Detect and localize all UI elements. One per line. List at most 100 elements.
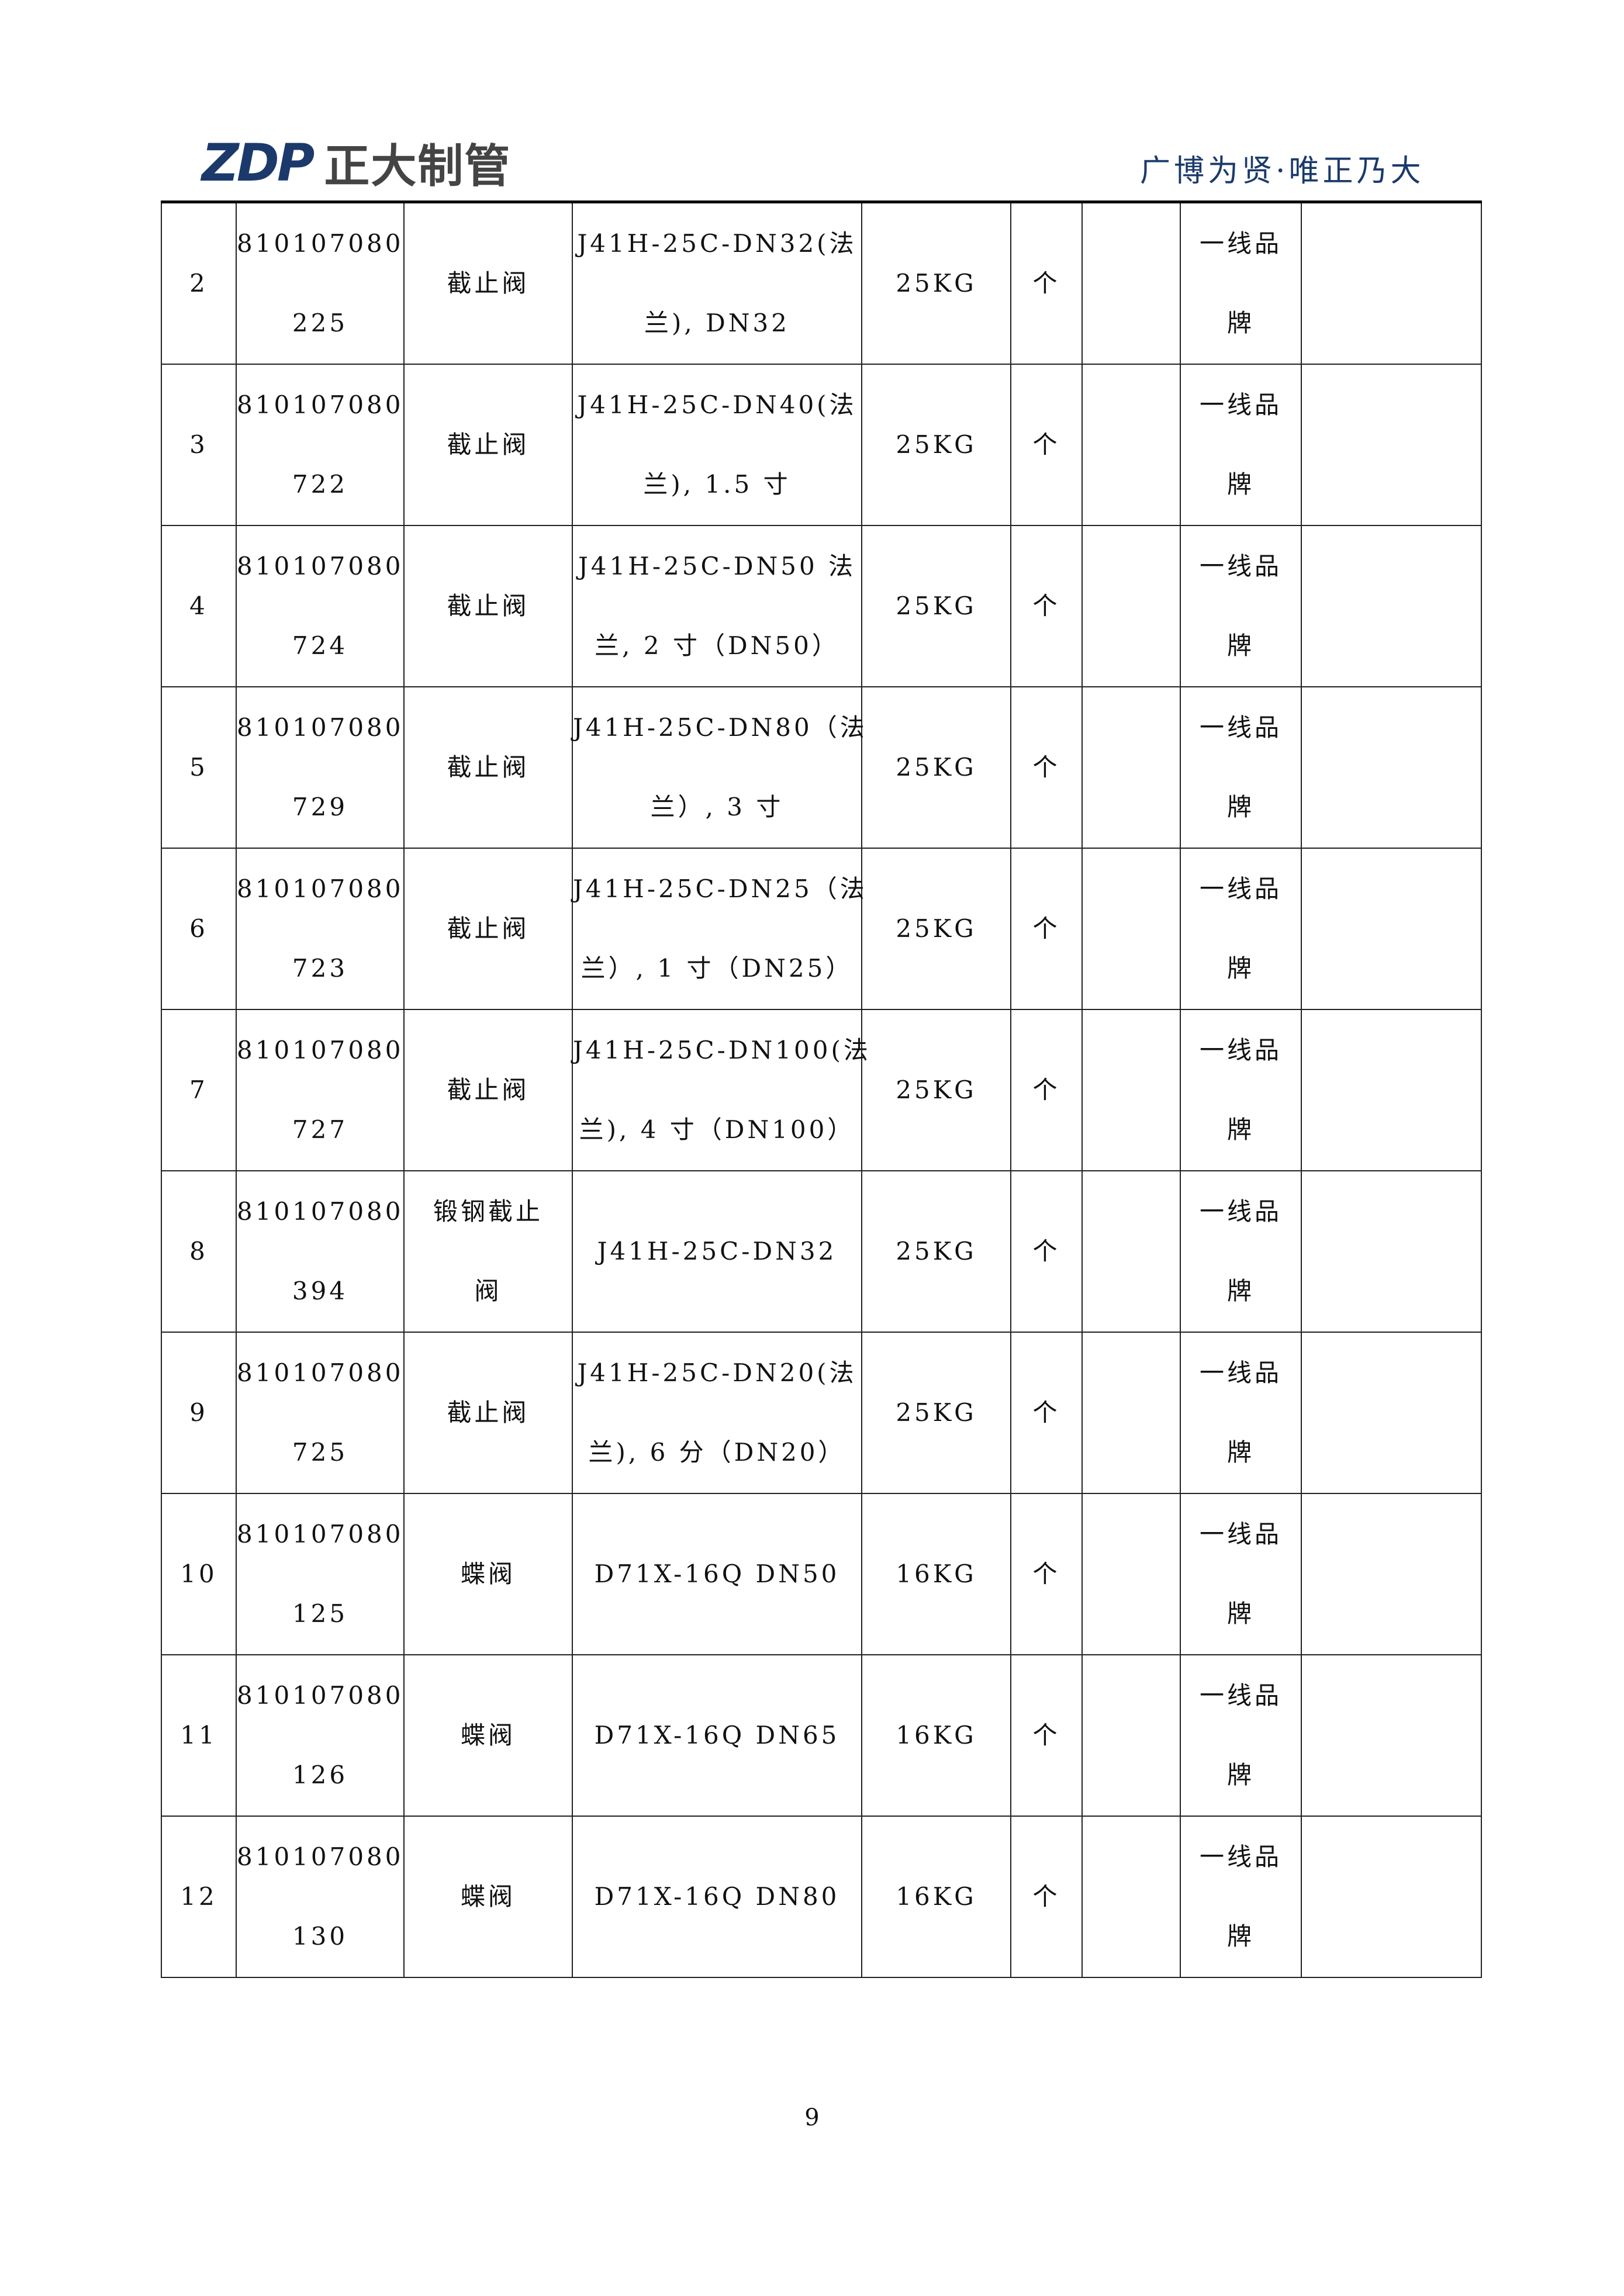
specification-cell: D71X-16Q DN50 (572, 1493, 862, 1655)
pressure-rating-cell: 16KG (861, 1816, 1011, 1978)
specification-line: 兰, 2 寸（DN50） (595, 631, 839, 660)
item-number: 5 (189, 753, 208, 782)
brand-requirement-line: 牌 (1226, 1922, 1255, 1951)
specification-line: J41H-25C-DN20(法 (577, 1358, 857, 1387)
material-code-cell: 810107080 125 (236, 1493, 405, 1655)
page-number: 9 (804, 2104, 820, 2131)
material-code-cell: 810107080 723 (236, 848, 405, 1010)
product-name-line: 截止阀 (447, 753, 530, 782)
material-code-cell: 810107080 225 (236, 201, 405, 365)
item-number: 7 (189, 1076, 208, 1104)
product-table: 2 810107080 225 截止阀 J41H-25C-DN32(法 兰), DN32 2… (161, 200, 1482, 1978)
pressure-rating-cell: 25KG (861, 1009, 1011, 1171)
brand-requirement-line: 一线品 (1199, 1842, 1282, 1871)
item-number: 3 (189, 430, 208, 459)
unit-cell: 个 (1010, 1654, 1083, 1817)
pressure-rating: 16KG (896, 1560, 977, 1588)
item-number: 8 (189, 1237, 208, 1265)
product-name-cell: 截止阀 (403, 848, 573, 1010)
specification-line: 兰), 4 寸（DN100） (579, 1115, 855, 1144)
material-code-line: 810107080 (237, 1520, 404, 1548)
specification-line: J41H-25C-DN25（法 (573, 874, 868, 903)
product-name-line: 截止阀 (447, 592, 530, 620)
unit: 个 (1032, 1882, 1060, 1911)
specification-line: 兰), 6 分（DN20） (588, 1438, 846, 1467)
brand-requirement-line: 一线品 (1199, 713, 1282, 742)
item-number: 6 (189, 914, 208, 943)
brand-requirement-line: 一线品 (1199, 229, 1282, 258)
material-code-line: 810107080 (237, 713, 404, 742)
specification-cell: J41H-25C-DN50 法兰, 2 寸（DN50） (572, 525, 862, 687)
pressure-rating: 25KG (896, 1076, 977, 1104)
item-number: 12 (180, 1882, 217, 1911)
table-row: 10 810107080 125 蝶阀 D71X-16Q DN50 16KG 个 一线品牌 (161, 1493, 1482, 1655)
specification-cell: J41H-25C-DN100(法 兰), 4 寸（DN100） (572, 1009, 868, 1171)
specification-line: 兰), 1.5 寸 (643, 470, 791, 499)
product-name-cell: 锻钢截止阀 (403, 1170, 573, 1333)
remark-cell (1301, 1493, 1482, 1655)
brand-requirement-cell: 一线品牌 (1180, 1493, 1302, 1655)
specification-line: J41H-25C-DN32(法 (577, 229, 857, 258)
quantity-cell (1081, 848, 1181, 1010)
quantity-cell (1081, 1170, 1181, 1333)
specification-line: D71X-16Q DN50 (594, 1560, 840, 1588)
product-name-cell: 蝶阀 (403, 1816, 573, 1978)
material-code-cell: 810107080 130 (236, 1816, 405, 1978)
item-number-cell: 6 (161, 848, 237, 1010)
material-code-line: 722 (292, 470, 348, 499)
specification-line: J41H-25C-DN80（法 (573, 713, 868, 742)
product-name-cell: 蝶阀 (403, 1654, 573, 1817)
unit-cell: 个 (1010, 1009, 1083, 1171)
pressure-rating-cell: 25KG (861, 848, 1011, 1010)
unit-cell: 个 (1010, 525, 1083, 687)
pressure-rating-cell: 25KG (861, 201, 1011, 365)
unit: 个 (1032, 753, 1060, 782)
item-number: 4 (189, 592, 208, 620)
pressure-rating-cell: 16KG (861, 1493, 1011, 1655)
material-code-line: 723 (292, 954, 348, 983)
brand-requirement-line: 牌 (1226, 470, 1255, 499)
quantity-cell (1081, 1009, 1181, 1171)
unit: 个 (1032, 1560, 1060, 1588)
material-code-cell: 810107080 727 (236, 1009, 405, 1171)
pressure-rating: 25KG (896, 914, 977, 943)
item-number-cell: 11 (161, 1654, 237, 1817)
brand-requirement-line: 一线品 (1199, 1197, 1282, 1226)
brand-requirement-cell: 一线品牌 (1180, 1009, 1302, 1171)
item-number-cell: 3 (161, 364, 237, 526)
pressure-rating-cell: 16KG (861, 1654, 1011, 1817)
brand-requirement-cell: 一线品牌 (1180, 1816, 1302, 1978)
item-number: 11 (180, 1721, 217, 1749)
remark-cell (1301, 1170, 1482, 1333)
material-code-line: 130 (292, 1922, 348, 1951)
remark-cell (1301, 686, 1482, 849)
specification-cell: D71X-16Q DN80 (572, 1816, 862, 1978)
item-number-cell: 5 (161, 686, 237, 849)
unit: 个 (1032, 1398, 1060, 1427)
material-code-cell: 810107080 729 (236, 686, 405, 849)
item-number-cell: 8 (161, 1170, 237, 1333)
table-row: 6 810107080 723 截止阀 J41H-25C-DN25（法 兰）, 1 寸（D… (161, 848, 1482, 1010)
remark-cell (1301, 1332, 1482, 1494)
unit-cell: 个 (1010, 1332, 1083, 1494)
brand-requirement-line: 牌 (1226, 1277, 1255, 1305)
specification-line: 兰）, 3 寸 (650, 793, 784, 821)
table-row: 2 810107080 225 截止阀 J41H-25C-DN32(法 兰), DN32 2… (161, 201, 1482, 365)
remark-cell (1301, 364, 1482, 526)
quantity-cell (1081, 686, 1181, 849)
item-number-cell: 7 (161, 1009, 237, 1171)
item-number: 2 (189, 269, 208, 298)
brand-requirement-line: 一线品 (1199, 1036, 1282, 1064)
pressure-rating: 25KG (896, 1398, 977, 1427)
product-name-cell: 截止阀 (403, 1332, 573, 1494)
material-code-line: 810107080 (237, 229, 404, 258)
specification-line: J41H-25C-DN40(法 (577, 390, 857, 419)
pressure-rating-cell: 25KG (861, 1332, 1011, 1494)
company-logo: ZDP 正大制管 (202, 133, 511, 193)
brand-requirement-cell: 一线品牌 (1180, 1332, 1302, 1494)
product-name-line: 蝶阀 (460, 1882, 516, 1911)
pressure-rating-cell: 25KG (861, 686, 1011, 849)
table-row: 8 810107080 394 锻钢截止阀 J41H-25C-DN32 25KG 个 一线品牌 (161, 1170, 1482, 1333)
quantity-cell (1081, 1654, 1181, 1817)
product-name-cell: 截止阀 (403, 1009, 573, 1171)
